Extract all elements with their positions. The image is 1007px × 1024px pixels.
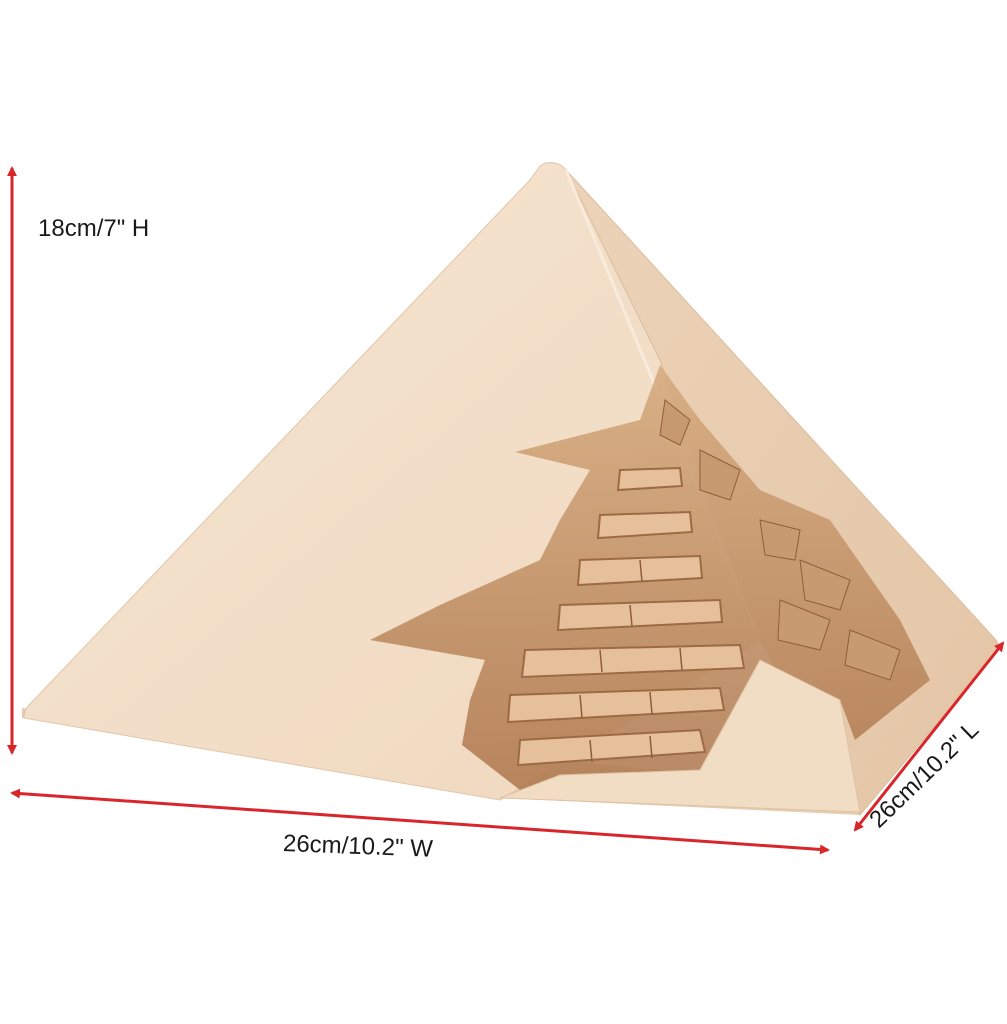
pyramid-figurine [22, 163, 998, 815]
height-label: 18cm/7" H [38, 217, 149, 241]
width-label: 26cm/10.2" W [283, 832, 434, 862]
